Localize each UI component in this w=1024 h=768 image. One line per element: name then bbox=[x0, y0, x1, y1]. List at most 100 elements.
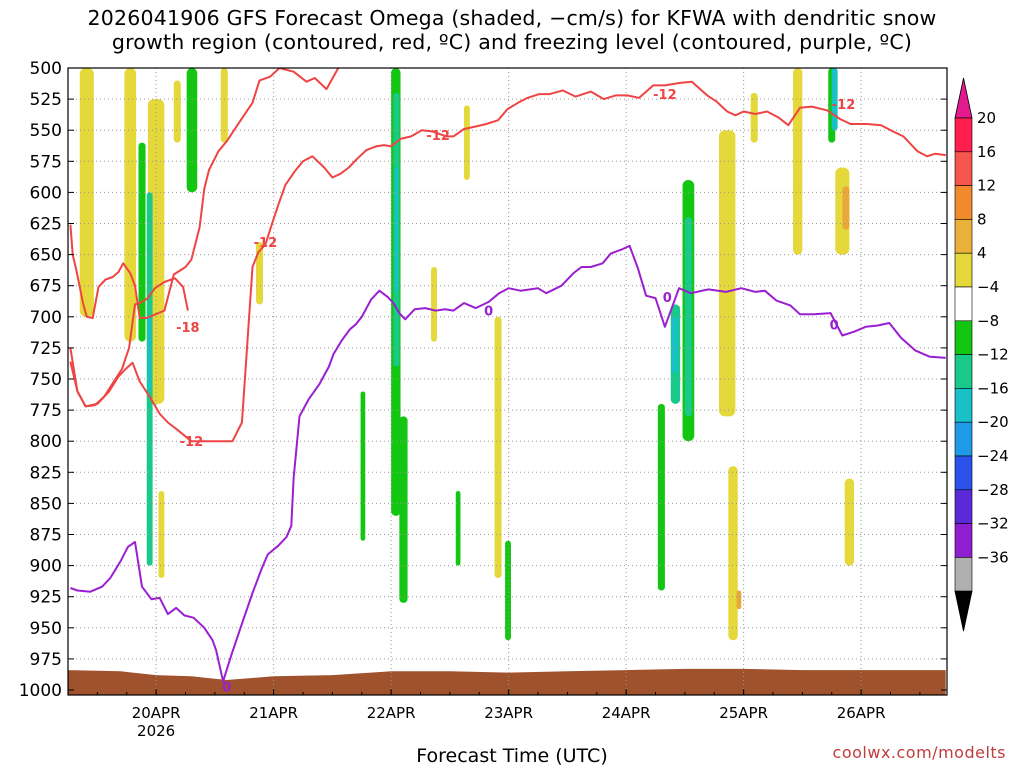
colorbar-swatch-13 bbox=[954, 557, 973, 592]
omega-cell-19 bbox=[186, 68, 198, 193]
y-tick-label: 825 bbox=[30, 463, 62, 483]
colorbar-swatch-12 bbox=[954, 523, 973, 558]
contour-label-3: -12 bbox=[426, 129, 450, 144]
colorbar-label: −8 bbox=[977, 312, 999, 330]
colorbar-swatch-8 bbox=[954, 388, 973, 423]
omega-cell-0 bbox=[79, 68, 94, 317]
y-tick-label: 575 bbox=[30, 152, 62, 172]
y-tick-label: 875 bbox=[30, 526, 62, 546]
colorbar-swatch-0 bbox=[954, 117, 973, 153]
y-tick-label: 800 bbox=[30, 432, 62, 452]
omega-cell-7 bbox=[431, 267, 437, 342]
y-tick-label: 675 bbox=[30, 277, 62, 297]
y-tick-label: 950 bbox=[30, 619, 62, 639]
contour-line-4 bbox=[70, 244, 946, 683]
contour-lines bbox=[69, 68, 946, 683]
colorbar-label: −4 bbox=[977, 278, 999, 296]
omega-cell-25 bbox=[657, 403, 665, 591]
omega-cell-20 bbox=[360, 391, 366, 541]
y-tick-label: 650 bbox=[30, 246, 62, 266]
omega-cell-17 bbox=[736, 590, 742, 610]
chart-title-line-2: growth region (contoured, red, ºC) and f… bbox=[111, 30, 913, 54]
y-tick-label: 750 bbox=[30, 370, 62, 390]
y-tick-label: 850 bbox=[30, 494, 62, 514]
colorbar-swatch-2 bbox=[954, 185, 973, 220]
omega-cell-23 bbox=[455, 490, 461, 566]
colorbar-label: −32 bbox=[977, 515, 1009, 533]
omega-cell-3 bbox=[158, 490, 165, 579]
omega-cell-34 bbox=[671, 316, 678, 373]
chart-title-line-1: 2026041906 GFS Forecast Omega (shaded, −… bbox=[87, 6, 937, 30]
omega-cell-11 bbox=[728, 466, 738, 641]
omega-cell-9 bbox=[494, 316, 502, 579]
contour-label-1: -18 bbox=[176, 321, 200, 336]
colorbar-swatch-1 bbox=[954, 151, 973, 186]
y-axis: 500 525 550 575 600 625 650 675 700 725 750 775 800 8… bbox=[19, 59, 947, 701]
x-tick-label: 26APR bbox=[837, 704, 886, 722]
y-tick-label: 975 bbox=[30, 650, 62, 670]
x-tick-label: 25APR bbox=[719, 704, 768, 722]
colorbar-swatch-9 bbox=[954, 421, 973, 457]
omega-cell-10 bbox=[718, 130, 736, 417]
ground-area bbox=[68, 668, 946, 695]
x-tick-label: 23APR bbox=[484, 704, 533, 722]
omega-cell-6 bbox=[256, 242, 264, 305]
x-tick-label: 21APR bbox=[249, 704, 298, 722]
x-tick-sublabel: 2026 bbox=[137, 722, 175, 740]
contour-label-8: 0 bbox=[663, 291, 672, 306]
colorbar-label: −20 bbox=[977, 413, 1009, 431]
contour-line-3 bbox=[270, 80, 946, 227]
colorbar-swatch-3 bbox=[954, 219, 973, 254]
contour-label-5: -12 bbox=[832, 98, 856, 113]
contour-line-2 bbox=[69, 225, 273, 443]
omega-cell-1 bbox=[124, 68, 137, 342]
contour-label-9: 0 bbox=[830, 318, 839, 333]
omega-cell-16 bbox=[842, 186, 850, 230]
colorbar-label: −24 bbox=[977, 447, 1009, 465]
y-tick-label: 1000 bbox=[19, 681, 62, 701]
colorbar-label: −12 bbox=[977, 346, 1009, 364]
plot-frame bbox=[67, 67, 948, 696]
colorbar-label: −28 bbox=[977, 481, 1009, 499]
y-tick-label: 725 bbox=[30, 339, 62, 359]
y-tick-label: 550 bbox=[30, 121, 62, 141]
y-tick-label: 625 bbox=[30, 215, 62, 235]
contour-label-2: -12 bbox=[254, 236, 278, 251]
omega-cell-33 bbox=[394, 167, 399, 292]
x-axis-label: Forecast Time (UTC) bbox=[416, 745, 608, 767]
colorbar-swatch-10 bbox=[954, 455, 973, 491]
x-tick-label: 24APR bbox=[602, 704, 651, 722]
credit-text[interactable]: coolwx.com/modelts bbox=[832, 743, 1006, 762]
colorbar-swatch-5 bbox=[954, 286, 973, 322]
omega-cell-5 bbox=[220, 68, 228, 143]
colorbar-label: 16 bbox=[977, 143, 996, 161]
y-tick-label: 700 bbox=[30, 308, 62, 328]
colorbar: 20 16 12 8 4 −4 −8 −12 −16 −20 −24 −28 −32 −36 bbox=[954, 77, 1009, 632]
colorbar-top-arrow bbox=[954, 77, 973, 119]
omega-cell-24 bbox=[505, 540, 511, 641]
colorbar-label: 4 bbox=[977, 244, 987, 262]
y-tick-label: 925 bbox=[30, 588, 62, 608]
colorbar-swatch-4 bbox=[954, 252, 973, 288]
colorbar-swatch-11 bbox=[954, 489, 973, 524]
ground-fill bbox=[68, 668, 946, 695]
x-tick-label: 22APR bbox=[367, 704, 416, 722]
chart-title: 2026041906 GFS Forecast Omega (shaded, −… bbox=[0, 6, 1024, 54]
contour-label-0: -12 bbox=[180, 435, 204, 450]
colorbar-label: −36 bbox=[977, 548, 1009, 566]
omega-cell-12 bbox=[750, 92, 758, 143]
omega-cell-8 bbox=[463, 105, 470, 180]
colorbar-label: 20 bbox=[977, 109, 996, 127]
colorbar-swatch-6 bbox=[954, 320, 973, 355]
omega-shading bbox=[79, 68, 855, 641]
contour-line-0 bbox=[69, 68, 340, 319]
y-tick-label: 600 bbox=[30, 183, 62, 203]
colorbar-label: 12 bbox=[977, 177, 996, 195]
grid-lines bbox=[68, 68, 947, 695]
x-tick-label: 20APR bbox=[132, 704, 181, 722]
omega-cell-15 bbox=[844, 478, 855, 566]
y-tick-label: 900 bbox=[30, 557, 62, 577]
contour-labels: -12 -18 -12 -12 -12 -12 0 0 0 0 bbox=[176, 88, 855, 695]
